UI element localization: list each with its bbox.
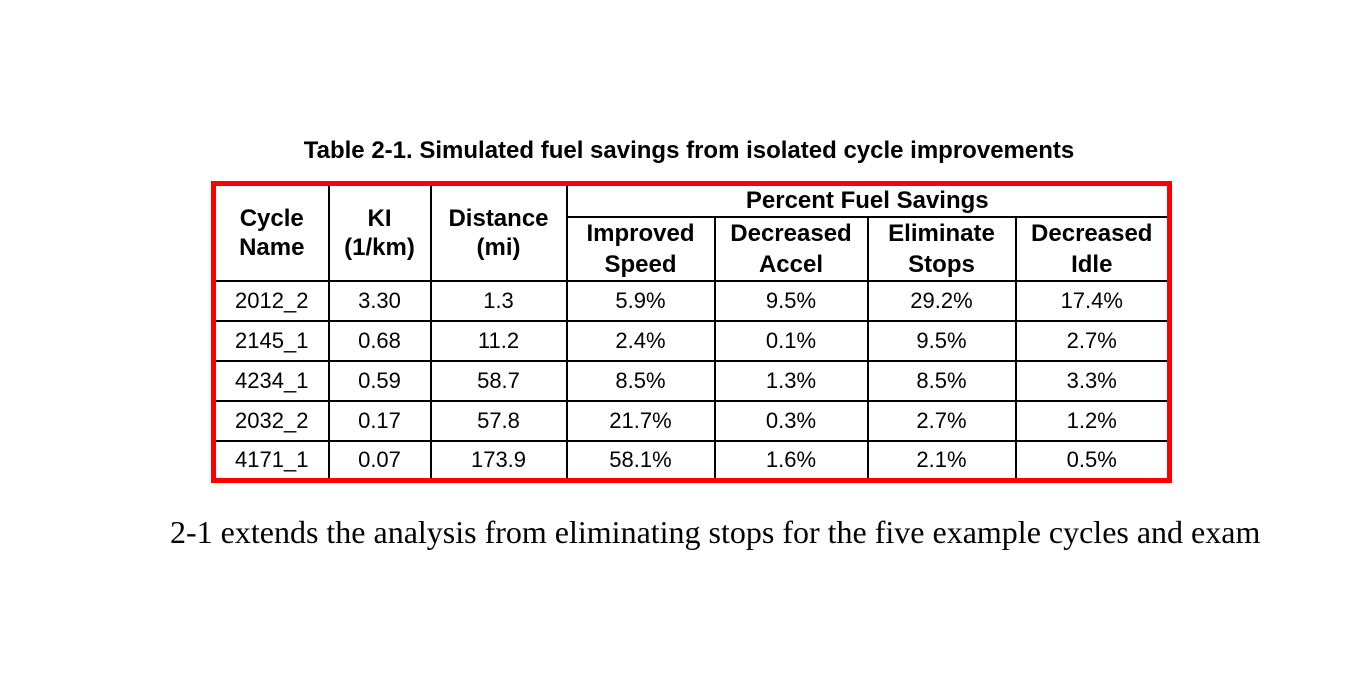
col-header-decreased-accel: Decreased Accel: [713, 215, 869, 282]
cell-cycle-name: 4234_1: [212, 359, 330, 402]
cell-decreased-idle: 3.3%: [1014, 359, 1171, 402]
cell-distance: 11.2: [429, 319, 568, 362]
col-header-cycle-name: Cycle Name: [212, 182, 330, 282]
cell-cycle-name: 2032_2: [212, 399, 330, 442]
cell-decreased-accel: 1.6%: [713, 439, 869, 482]
table-row: 4171_1 0.07 173.9 58.1% 1.6% 2.1% 0.5%: [212, 439, 1171, 482]
table-row: 2145_1 0.68 11.2 2.4% 0.1% 9.5% 2.7%: [212, 319, 1171, 362]
col-header-ki: KI (1/km): [327, 182, 432, 282]
cell-improved-speed: 58.1%: [565, 439, 716, 482]
col-header-distance: Distance (mi): [429, 182, 568, 282]
cell-ki: 0.59: [327, 359, 432, 402]
cell-decreased-accel: 1.3%: [713, 359, 869, 402]
cell-ki: 3.30: [327, 279, 432, 322]
cell-improved-speed: 5.9%: [565, 279, 716, 322]
table-caption: Table 2-1. Simulated fuel savings from i…: [303, 137, 1075, 164]
paragraph-text: 2-1 extends the analysis from eliminatin…: [170, 514, 1261, 550]
cell-eliminate-stops: 8.5%: [866, 359, 1017, 402]
cell-improved-speed: 8.5%: [565, 359, 716, 402]
fuel-savings-table: Cycle Name KI (1/km) Distance (mi) Perce…: [211, 181, 1173, 483]
table-header-row-group: Cycle Name KI (1/km) Distance (mi) Perce…: [212, 182, 1171, 282]
cell-ki: 0.07: [327, 439, 432, 482]
table-row: 4234_1 0.59 58.7 8.5% 1.3% 8.5% 3.3%: [212, 359, 1171, 402]
cell-improved-speed: 21.7%: [565, 399, 716, 442]
cell-eliminate-stops: 2.1%: [866, 439, 1017, 482]
cell-ki: 0.68: [327, 319, 432, 362]
col-header-improved-speed: Improved Speed: [565, 215, 716, 282]
cell-cycle-name: 4171_1: [212, 439, 330, 482]
cell-decreased-accel: 0.1%: [713, 319, 869, 362]
col-header-percent-fuel-savings: Percent Fuel Savings: [565, 182, 1171, 218]
cell-cycle-name: 2012_2: [212, 279, 330, 322]
table-header-row-sub: Improved Speed Decreased Accel Eliminate…: [214, 215, 1171, 282]
col-header-eliminate-stops: Eliminate Stops: [866, 215, 1017, 282]
cell-decreased-accel: 9.5%: [713, 279, 869, 322]
cell-improved-speed: 2.4%: [565, 319, 716, 362]
table-row: 2012_2 3.30 1.3 5.9% 9.5% 29.2% 17.4%: [212, 279, 1171, 322]
table-row: 2032_2 0.17 57.8 21.7% 0.3% 2.7% 1.2%: [212, 399, 1171, 442]
cell-distance: 173.9: [429, 439, 568, 482]
cell-cycle-name: 2145_1: [212, 319, 330, 362]
cell-distance: 57.8: [429, 399, 568, 442]
cell-eliminate-stops: 29.2%: [866, 279, 1017, 322]
cell-distance: 1.3: [429, 279, 568, 322]
cell-decreased-idle: 0.5%: [1014, 439, 1171, 482]
cell-eliminate-stops: 9.5%: [866, 319, 1017, 362]
cell-distance: 58.7: [429, 359, 568, 402]
col-header-decreased-idle: Decreased Idle: [1014, 215, 1171, 282]
cell-eliminate-stops: 2.7%: [866, 399, 1017, 442]
cell-decreased-idle: 2.7%: [1014, 319, 1171, 362]
cell-ki: 0.17: [327, 399, 432, 442]
table-container: Cycle Name KI (1/km) Distance (mi) Perce…: [211, 181, 1173, 483]
cell-decreased-accel: 0.3%: [713, 399, 869, 442]
cell-decreased-idle: 17.4%: [1014, 279, 1171, 322]
cell-decreased-idle: 1.2%: [1014, 399, 1171, 442]
